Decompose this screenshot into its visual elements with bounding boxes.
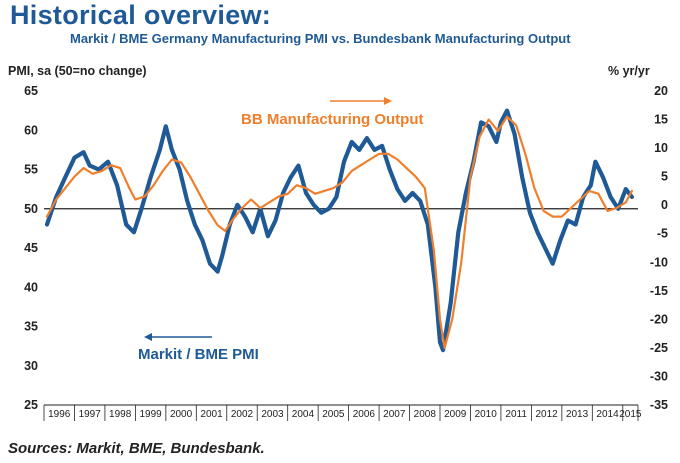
x-axis-tick-label: 1997 [79, 409, 102, 420]
x-axis-tick-label: 2001 [200, 409, 223, 420]
x-axis-tick-label: 1998 [109, 409, 132, 420]
x-axis-tick-label: 2009 [444, 409, 467, 420]
right-axis-tick-label: 0 [661, 198, 668, 212]
right-axis-tick-label: -20 [650, 312, 668, 326]
x-axis-tick-label: 2006 [353, 409, 376, 420]
right-axis-tick-label: 5 [661, 170, 668, 184]
left-axis-tick-label: 45 [24, 241, 38, 255]
annotation-pmi-arrowhead [144, 333, 152, 341]
x-axis-tick-label: 2004 [292, 409, 315, 420]
right-axis-tick-label: -5 [657, 227, 668, 241]
left-axis-tick-label: 60 [24, 123, 38, 137]
series-line-output [45, 115, 633, 349]
annotation-output-arrowhead [384, 97, 392, 105]
x-axis-tick-label: 2013 [566, 409, 589, 420]
x-axis-tick-label: 2015 [619, 409, 642, 420]
annotation-output-label: BB Manufacturing Output [241, 111, 423, 128]
right-axis-tick-label: -10 [650, 255, 668, 269]
right-axis-tick-label: 10 [654, 141, 668, 155]
x-axis-tick-label: 1999 [139, 409, 162, 420]
left-axis-tick-label: 30 [24, 359, 38, 373]
left-axis-tick-label: 35 [24, 320, 38, 334]
right-axis-tick-label: 15 [654, 113, 668, 127]
x-axis-tick-label: 2008 [414, 409, 437, 420]
series-line-pmi [44, 108, 634, 353]
right-axis-tick-label: -15 [650, 284, 668, 298]
right-axis-tick-label: -30 [650, 369, 668, 383]
right-axis-tick-label: -35 [650, 398, 668, 412]
x-axis-tick-label: 2007 [383, 409, 406, 420]
x-axis-tick-label: 2010 [475, 409, 498, 420]
x-axis-tick-label: 1996 [48, 409, 71, 420]
right-axis-tick-label: 20 [654, 84, 668, 98]
x-axis-tick-label: 2003 [261, 409, 284, 420]
left-axis-label: PMI, sa (50=no change) [8, 64, 147, 78]
x-axis-tick-label: 2005 [322, 409, 345, 420]
left-axis-tick-label: 50 [24, 202, 38, 216]
left-axis-tick-label: 65 [24, 84, 38, 98]
left-axis-tick-label: 25 [24, 398, 38, 412]
x-axis-tick-label: 2012 [535, 409, 558, 420]
x-axis-tick-label: 2000 [170, 409, 193, 420]
source-note: Sources: Markit, BME, Bundesbank. [8, 440, 265, 457]
annotation-pmi-label: Markit / BME PMI [138, 346, 259, 363]
left-axis-tick-label: 55 [24, 163, 38, 177]
x-axis-tick-label: 2002 [231, 409, 254, 420]
right-axis-label: % yr/yr [608, 64, 650, 78]
chart-title: Historical overview: [10, 0, 272, 30]
chart-subtitle: Markit / BME Germany Manufacturing PMI v… [70, 31, 571, 46]
left-axis-tick-label: 40 [24, 280, 38, 294]
x-axis-tick-label: 2014 [596, 409, 619, 420]
x-axis-tick-label: 2011 [505, 409, 527, 420]
right-axis-tick-label: -25 [650, 341, 668, 355]
